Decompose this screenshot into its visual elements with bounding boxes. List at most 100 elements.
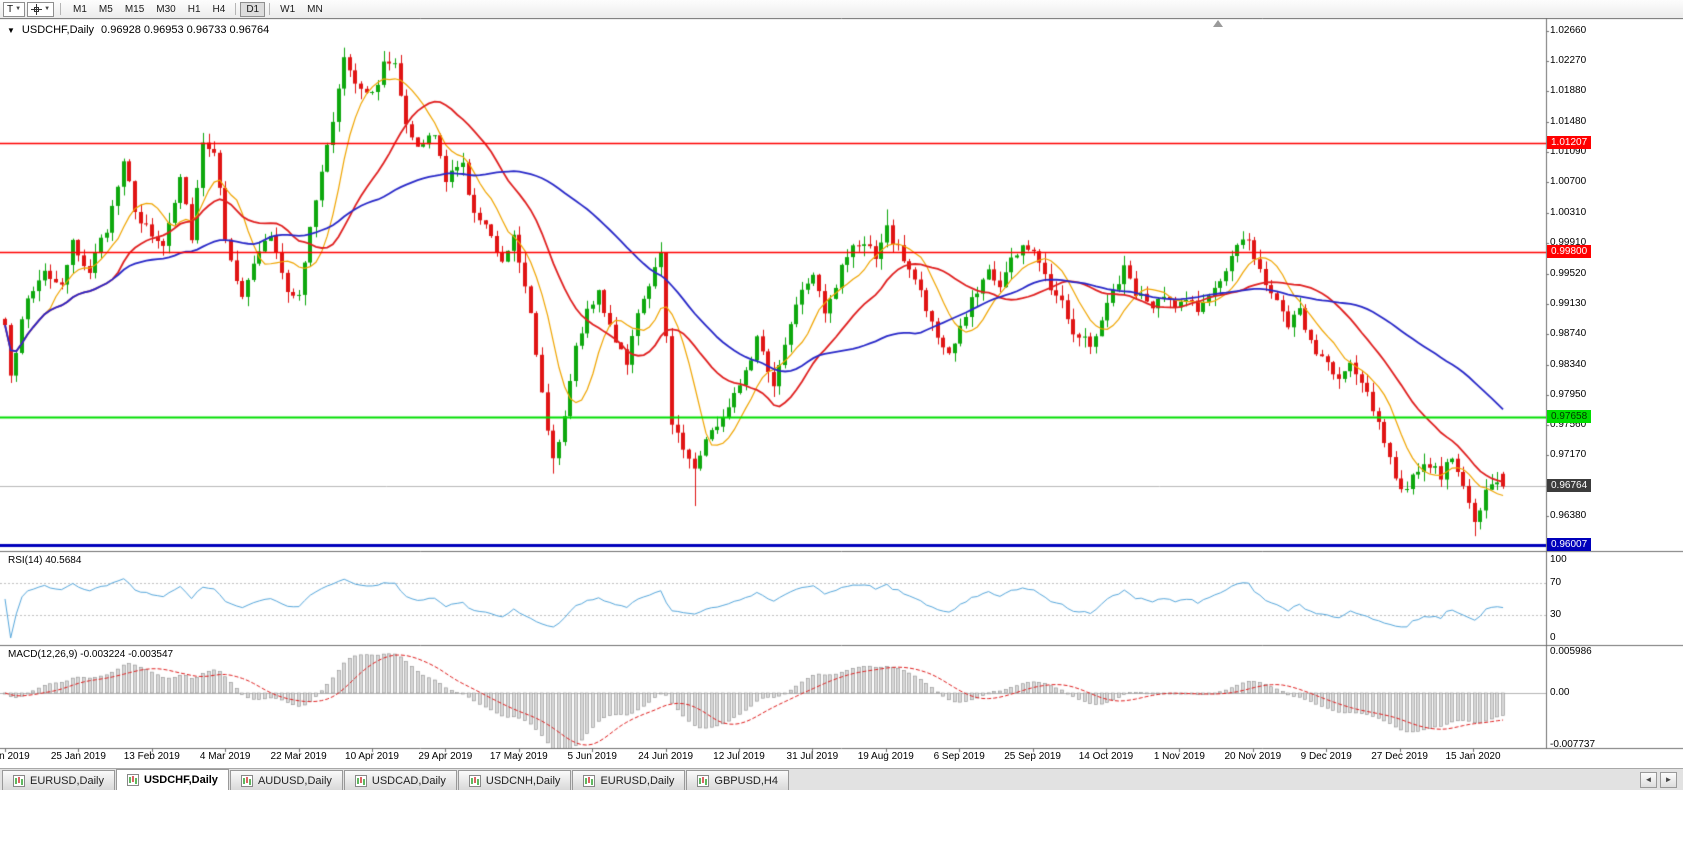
tab-label: GBPUSD,H4: [714, 774, 778, 787]
hline-price-tag: 1.01207: [1547, 136, 1592, 150]
date-axis-label: 19 Aug 2019: [857, 751, 914, 762]
chart-tabbar: EURUSD,Daily USDCHF,Daily AUDUSD,Daily USDC…: [0, 768, 1683, 790]
tab-label: AUDUSD,Daily: [257, 774, 332, 787]
date-axis-label: 22 Mar 2019: [270, 751, 327, 762]
date-axis-label: 6 Sep 2019: [933, 751, 985, 762]
price-axis-label: 1.02660: [1550, 24, 1587, 36]
date-axis-label: 1 Nov 2019: [1153, 751, 1205, 762]
price-axis-label: 0.99520: [1550, 267, 1587, 279]
price-axis-label: 0.97950: [1550, 388, 1587, 400]
rsi-axis-label: 100: [1550, 554, 1567, 565]
tab-usdcad-daily[interactable]: USDCAD,Daily: [343, 770, 457, 790]
chart-icon: [468, 774, 481, 787]
tab-audusd-daily[interactable]: AUDUSD,Daily: [229, 770, 343, 790]
tab-gbpusd-h4[interactable]: GBPUSD,H4: [686, 770, 789, 790]
tab-usdchf-daily[interactable]: USDCHF,Daily: [115, 769, 229, 790]
timeframe-button-h1[interactable]: H1: [182, 2, 207, 17]
chart-icon: [240, 774, 253, 787]
chart-icon: [126, 774, 139, 786]
price-axis-label: 1.02270: [1550, 55, 1587, 67]
toolbar-separator: [269, 3, 271, 15]
tab-label: USDCHF,Daily: [143, 774, 218, 786]
timeframe-button-d1[interactable]: D1: [240, 1, 266, 17]
toolbar: T ▼ ▼ M1 M5 M15 M30 H1 H4 D1 W1 MN: [0, 0, 1683, 18]
text-tool-label: T: [7, 3, 14, 15]
macd-axis-label: 0.005986: [1550, 646, 1592, 658]
tab-label: EURUSD,Daily: [600, 774, 675, 787]
tab-eurusd-daily[interactable]: EURUSD,Daily: [572, 770, 686, 790]
price-chart-canvas[interactable]: [0, 18, 1683, 768]
hline-price-tag: 0.99800: [1547, 244, 1592, 258]
macd-axis-label: 0.00: [1550, 687, 1570, 698]
price-axis-label: 1.01880: [1550, 85, 1587, 97]
current-price-tag: 0.96764: [1547, 479, 1592, 493]
chart-title: ▼ USDCHF,Daily 0.96928 0.96953 0.96733 0…: [7, 24, 269, 36]
price-axis-label: 1.00310: [1550, 206, 1587, 218]
tab-scroll-right-button[interactable]: ►: [1660, 771, 1677, 788]
date-axis-label: 4 Mar 2019: [199, 751, 251, 762]
tab-usdcnh-daily[interactable]: USDCNH,Daily: [457, 770, 572, 790]
toolbar-separator: [60, 3, 62, 15]
crosshair-icon: [31, 3, 43, 15]
chart-area: ▼ USDCHF,Daily 0.96928 0.96953 0.96733 0…: [0, 18, 1683, 768]
timeframe-button-m15[interactable]: M15: [119, 2, 150, 17]
chevron-down-icon: ▼: [15, 6, 22, 12]
tab-label: EURUSD,Daily: [30, 774, 104, 787]
price-axis-label: 0.99130: [1550, 297, 1587, 309]
tab-scroll-left-button[interactable]: ◄: [1640, 771, 1657, 788]
macd-label: MACD(12,26,9) -0.003224 -0.003547: [8, 649, 174, 660]
timeframe-button-m5[interactable]: M5: [93, 2, 119, 17]
date-axis-label: 9 Dec 2019: [1300, 751, 1352, 762]
timeframe-button-mn[interactable]: MN: [301, 2, 329, 17]
tab-eurusd-daily[interactable]: EURUSD,Daily: [2, 770, 115, 790]
price-axis-label: 1.01090: [1550, 146, 1587, 158]
date-axis-label: 7 Jan 2019: [0, 751, 30, 762]
date-axis-label: 24 Jun 2019: [638, 751, 694, 762]
rsi-axis-label: 70: [1550, 577, 1562, 589]
chart-tabs: EURUSD,Daily USDCHF,Daily AUDUSD,Daily USDC…: [2, 769, 790, 790]
chart-icon: [13, 774, 25, 787]
date-axis-label: 10 Apr 2019: [345, 751, 399, 762]
rsi-label: RSI(14) 40.5684: [8, 555, 82, 566]
rsi-axis-label: 30: [1550, 608, 1562, 620]
collapse-triangle-icon[interactable]: ▼: [7, 25, 15, 35]
date-axis-label: 13 Feb 2019: [123, 751, 180, 762]
tab-label: USDCAD,Daily: [371, 774, 446, 787]
date-axis-label: 12 Jul 2019: [713, 751, 765, 762]
date-axis-label: 17 May 2019: [489, 751, 548, 762]
price-axis-label: 0.97170: [1550, 449, 1587, 461]
date-axis-label: 15 Jan 2020: [1445, 751, 1501, 762]
price-axis-label: 0.98740: [1550, 327, 1587, 339]
price-axis-label: 0.98340: [1550, 358, 1587, 370]
timeframe-button-w1[interactable]: W1: [274, 2, 301, 17]
tab-label: USDCNH,Daily: [485, 774, 561, 787]
timeframe-button-m30[interactable]: M30: [150, 2, 181, 17]
bottom-filler: [0, 790, 1683, 847]
macd-axis-label: -0.007737: [1550, 739, 1596, 751]
tab-scrolls: ◄ ►: [1634, 769, 1683, 790]
price-axis-label: 0.99910: [1550, 237, 1587, 249]
timeframe-button-group: M1 M5 M15 M30 H1 H4 D1 W1 MN: [67, 1, 329, 17]
price-axis-label: 1.01480: [1550, 116, 1587, 128]
rsi-axis-label: 0: [1550, 632, 1556, 643]
chart-icon: [354, 774, 367, 787]
timeframe-button-h4[interactable]: H4: [207, 2, 232, 17]
chart-title-ohlc: 0.96928 0.96953 0.96733 0.96764: [101, 24, 270, 36]
text-tool-button[interactable]: T ▼: [3, 1, 26, 17]
date-axis-label: 14 Oct 2019: [1078, 751, 1134, 762]
date-axis-label: 27 Dec 2019: [1371, 751, 1428, 762]
date-axis-label: 5 Jun 2019: [567, 751, 617, 762]
chart-shift-marker[interactable]: [1213, 20, 1223, 27]
date-axis-label: 31 Jul 2019: [786, 751, 839, 762]
date-axis-label: 25 Jan 2019: [50, 751, 106, 762]
price-axis-label: 1.00700: [1550, 176, 1587, 188]
crosshair-tool-button[interactable]: ▼: [27, 1, 55, 17]
toolbar-separator: [235, 3, 237, 15]
hline-price-tag: 0.97658: [1547, 410, 1592, 424]
date-axis-label: 29 Apr 2019: [418, 751, 473, 762]
chart-icon: [697, 774, 710, 787]
price-axis-label: 0.97560: [1550, 418, 1587, 430]
timeframe-button-m1[interactable]: M1: [67, 2, 93, 17]
price-axis-label: 0.96380: [1550, 510, 1587, 522]
